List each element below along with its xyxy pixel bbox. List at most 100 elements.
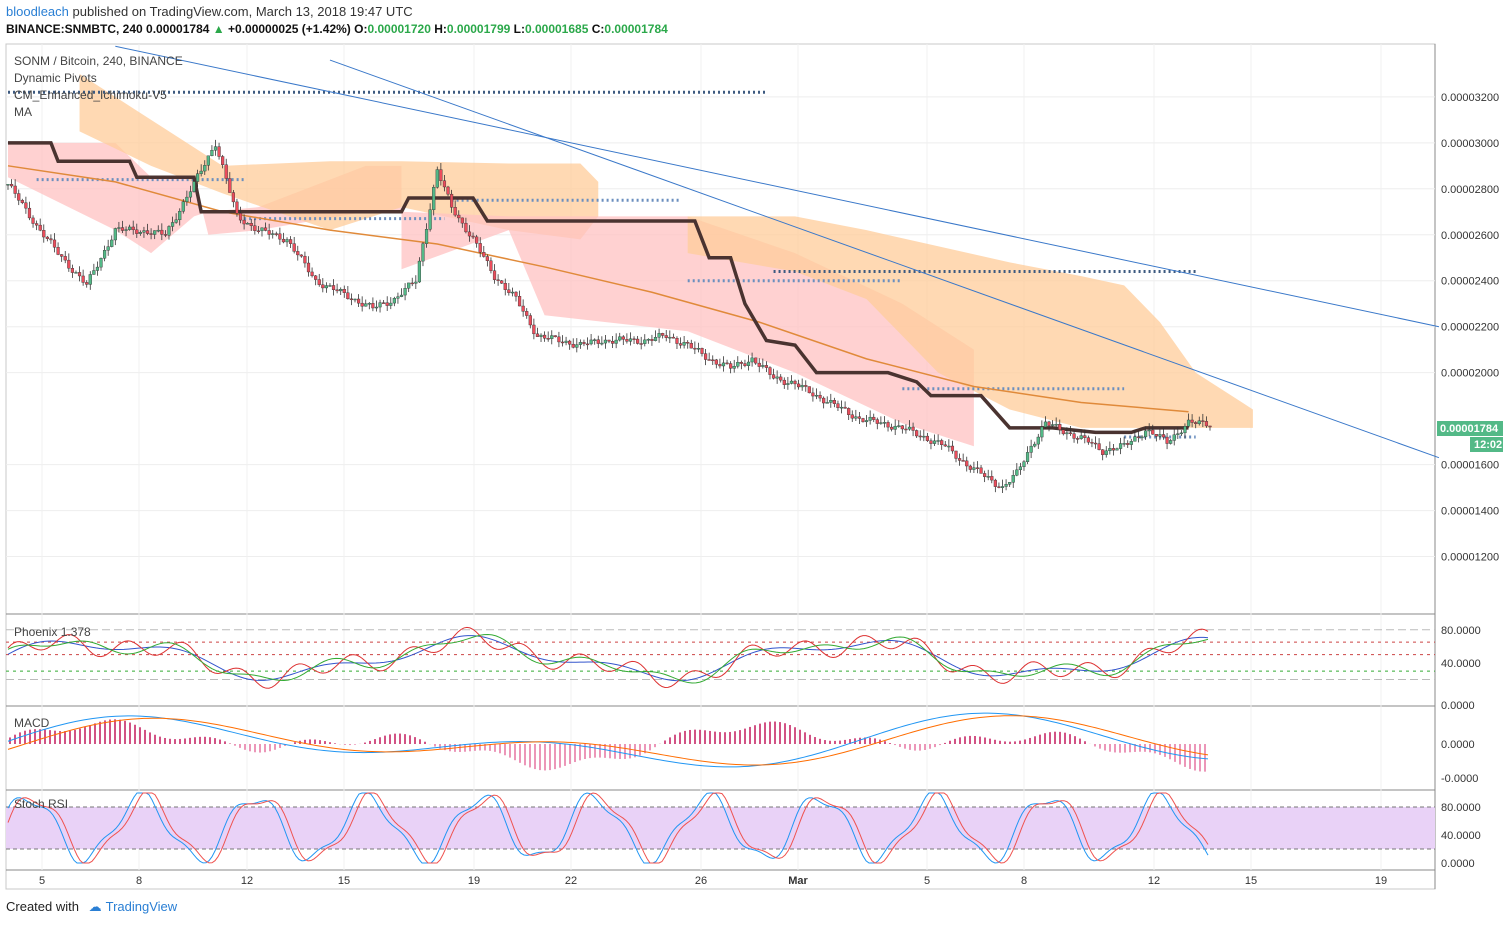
last-price-badge-text: 0.00001784 bbox=[1440, 423, 1499, 435]
candle-body bbox=[285, 239, 289, 243]
candle-body bbox=[246, 223, 250, 225]
candle-body bbox=[281, 238, 286, 243]
candle-body bbox=[553, 335, 557, 338]
candle-body bbox=[167, 226, 171, 236]
candle-body bbox=[460, 217, 464, 224]
candle-body bbox=[578, 342, 582, 345]
candle-body bbox=[95, 266, 100, 271]
candle-body bbox=[539, 334, 543, 337]
legend-indicator-ma[interactable]: MA bbox=[14, 105, 32, 119]
candle-body bbox=[471, 235, 475, 238]
candle-body bbox=[972, 467, 976, 470]
candle-body bbox=[1076, 438, 1080, 440]
candle-body bbox=[1183, 425, 1187, 434]
candle-body bbox=[339, 289, 343, 292]
candle-body bbox=[1197, 420, 1201, 424]
chart-canvas[interactable]: 0.00003200 0.00003000 0.00002800 0.00002600… bbox=[0, 42, 1512, 892]
legend-phoenix[interactable]: Phoenix 1.378 bbox=[14, 625, 91, 639]
price-axis: 0.00003200 0.00003000 0.00002800 0.00002600… bbox=[1441, 92, 1499, 564]
candle-body bbox=[954, 450, 958, 459]
candle-body bbox=[1025, 452, 1030, 462]
candle-body bbox=[360, 302, 364, 307]
legend-macd[interactable]: MACD bbox=[14, 716, 50, 730]
candle-body bbox=[875, 419, 879, 424]
candle-body bbox=[145, 230, 150, 234]
stoch-d-line bbox=[7, 792, 1209, 864]
close-label: C: bbox=[591, 22, 605, 36]
candle-body bbox=[743, 363, 747, 366]
candle-body bbox=[746, 361, 751, 366]
legend-stoch-rsi[interactable]: Stoch RSI bbox=[14, 797, 69, 811]
candle-body bbox=[1000, 486, 1005, 488]
candle-body bbox=[428, 209, 432, 230]
candle-body bbox=[1140, 436, 1144, 439]
candle-body bbox=[49, 238, 53, 241]
candle-body bbox=[997, 486, 1001, 488]
candle-body bbox=[120, 227, 125, 231]
candle-body bbox=[725, 362, 729, 365]
candle-body bbox=[1061, 429, 1065, 435]
candle-body bbox=[432, 187, 436, 210]
candle-body bbox=[782, 379, 786, 385]
candle-body bbox=[1126, 443, 1130, 445]
time-tick-label: 12 bbox=[241, 875, 253, 887]
candle-body bbox=[496, 279, 500, 281]
candle-body bbox=[507, 289, 511, 293]
author-link[interactable]: bloodleach bbox=[6, 4, 69, 19]
candle-body bbox=[639, 343, 643, 345]
candle-body bbox=[600, 342, 604, 345]
candle-body bbox=[947, 445, 951, 448]
candle-body bbox=[367, 303, 371, 305]
candle-body bbox=[793, 380, 797, 385]
candle-body bbox=[1176, 433, 1180, 435]
candle-body bbox=[707, 359, 711, 361]
candle-body bbox=[439, 169, 443, 181]
legend-indicator-pivots[interactable]: Dynamic Pivots bbox=[14, 71, 97, 85]
last-price: 0.00001784 bbox=[146, 22, 210, 36]
open-value: 0.00001720 bbox=[367, 22, 431, 36]
candle-body bbox=[607, 339, 611, 342]
candle-body bbox=[1083, 435, 1087, 438]
candle-body bbox=[957, 458, 962, 461]
tradingview-link[interactable]: TradingView bbox=[105, 899, 178, 914]
candle-body bbox=[557, 336, 561, 343]
legend-indicator-ichimoku[interactable]: CM_Enhanced_Ichimoku-V5 bbox=[14, 88, 167, 102]
trendline bbox=[115, 45, 1440, 328]
candle-body bbox=[907, 426, 912, 430]
candle-body bbox=[532, 324, 536, 335]
candle-body bbox=[9, 184, 14, 187]
macd-line bbox=[7, 712, 1209, 768]
candle-body bbox=[364, 303, 368, 307]
candle-body bbox=[492, 270, 497, 280]
candle-body bbox=[868, 416, 872, 421]
candle-body bbox=[1029, 445, 1033, 453]
candle-body bbox=[1068, 432, 1073, 434]
candle-body bbox=[510, 291, 515, 294]
candle-body bbox=[922, 435, 926, 438]
candle-body bbox=[843, 406, 847, 409]
candle-body bbox=[163, 234, 168, 236]
candle-body bbox=[940, 440, 944, 445]
candle-body bbox=[424, 229, 429, 244]
candle-body bbox=[789, 380, 794, 384]
candle-body bbox=[854, 416, 858, 419]
candle-body bbox=[589, 339, 593, 345]
candle-body bbox=[886, 422, 890, 428]
cloud-band bbox=[8, 142, 402, 254]
candle-body bbox=[582, 342, 586, 345]
candle-body bbox=[292, 243, 296, 252]
macd-tick-label: 0.0000 bbox=[1441, 739, 1475, 751]
candle-body bbox=[732, 366, 736, 369]
candle-body bbox=[1118, 443, 1123, 449]
candle-body bbox=[779, 376, 783, 381]
candle-body bbox=[382, 302, 386, 304]
candle-body bbox=[711, 359, 715, 362]
candle-body bbox=[596, 339, 600, 344]
candle-body bbox=[550, 335, 554, 339]
candle-body bbox=[485, 256, 489, 262]
candle-body bbox=[950, 445, 955, 452]
candle-body bbox=[399, 294, 404, 297]
candle-body bbox=[625, 339, 629, 342]
candle-body bbox=[1129, 441, 1133, 445]
candle-body bbox=[142, 230, 146, 233]
